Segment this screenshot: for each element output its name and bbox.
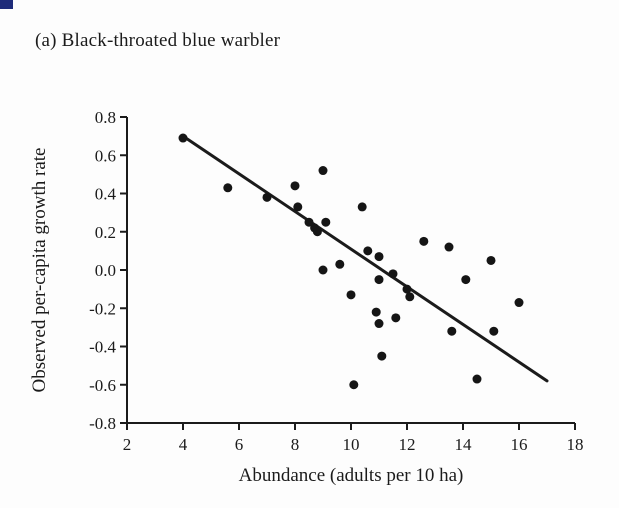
y-tick-label: 0.2 (95, 223, 116, 242)
scatter-chart: 2 4 6 8 10 12 14 16 18 0.8 0.6 0.4 0.2 0.0 -0.2 -0.4 -0.… (29, 108, 584, 486)
axes (126, 117, 575, 424)
data-point (321, 217, 331, 227)
data-point (262, 192, 272, 202)
data-point (419, 236, 429, 246)
data-point (447, 326, 457, 336)
y-axis-title: Observed per-capita growth rate (29, 148, 50, 393)
data-point (371, 307, 381, 317)
data-point (486, 255, 496, 265)
x-tick-label: 4 (179, 435, 188, 454)
data-point (489, 326, 499, 336)
data-point (293, 202, 303, 212)
y-tick-label: 0.4 (95, 185, 117, 204)
data-point (349, 380, 359, 390)
data-point (312, 227, 322, 237)
x-tick-label: 8 (291, 435, 300, 454)
data-point (405, 292, 415, 302)
data-point (178, 133, 188, 143)
data-point (402, 284, 412, 294)
data-point (514, 298, 524, 308)
figure-title: (a) Black-throated blue warbler (35, 30, 281, 51)
data-point (318, 166, 328, 176)
x-tick-label: 18 (567, 435, 584, 454)
x-tick-label: 10 (343, 435, 360, 454)
y-tick-label: 0.0 (95, 261, 116, 280)
y-tick-label: -0.6 (89, 376, 116, 395)
data-point (377, 351, 387, 361)
corner-mark (0, 0, 13, 9)
data-point (346, 290, 356, 300)
y-tick-label: 0.8 (95, 108, 116, 127)
data-point (374, 275, 384, 285)
data-point (461, 275, 471, 285)
data-point (223, 183, 233, 193)
data-point (363, 246, 373, 256)
chart-wrap: 2 4 6 8 10 12 14 16 18 0.8 0.6 0.4 0.2 0.0 -0.2 -0.4 -0.… (15, 65, 605, 495)
y-tick-label: 0.6 (95, 146, 116, 165)
y-tick-label: -0.4 (89, 338, 116, 357)
data-point (290, 181, 300, 191)
x-tick-label: 2 (123, 435, 132, 454)
x-axis-title: Abundance (adults per 10 ha) (239, 465, 464, 486)
data-point (318, 265, 328, 275)
x-tick-label: 6 (235, 435, 244, 454)
x-tick-label: 12 (399, 435, 416, 454)
data-point (304, 217, 314, 227)
x-tick-label: 16 (511, 435, 528, 454)
y-tick-label: -0.8 (89, 414, 116, 433)
data-point (388, 269, 398, 279)
y-tick-label: -0.2 (89, 299, 116, 318)
data-point (472, 374, 482, 384)
trend-line (181, 134, 549, 383)
data-point (357, 202, 367, 212)
data-point (374, 252, 384, 262)
data-point (391, 313, 401, 323)
data-point (374, 319, 384, 329)
data-point (444, 242, 454, 252)
data-point (335, 259, 345, 269)
x-tick-label: 14 (455, 435, 473, 454)
